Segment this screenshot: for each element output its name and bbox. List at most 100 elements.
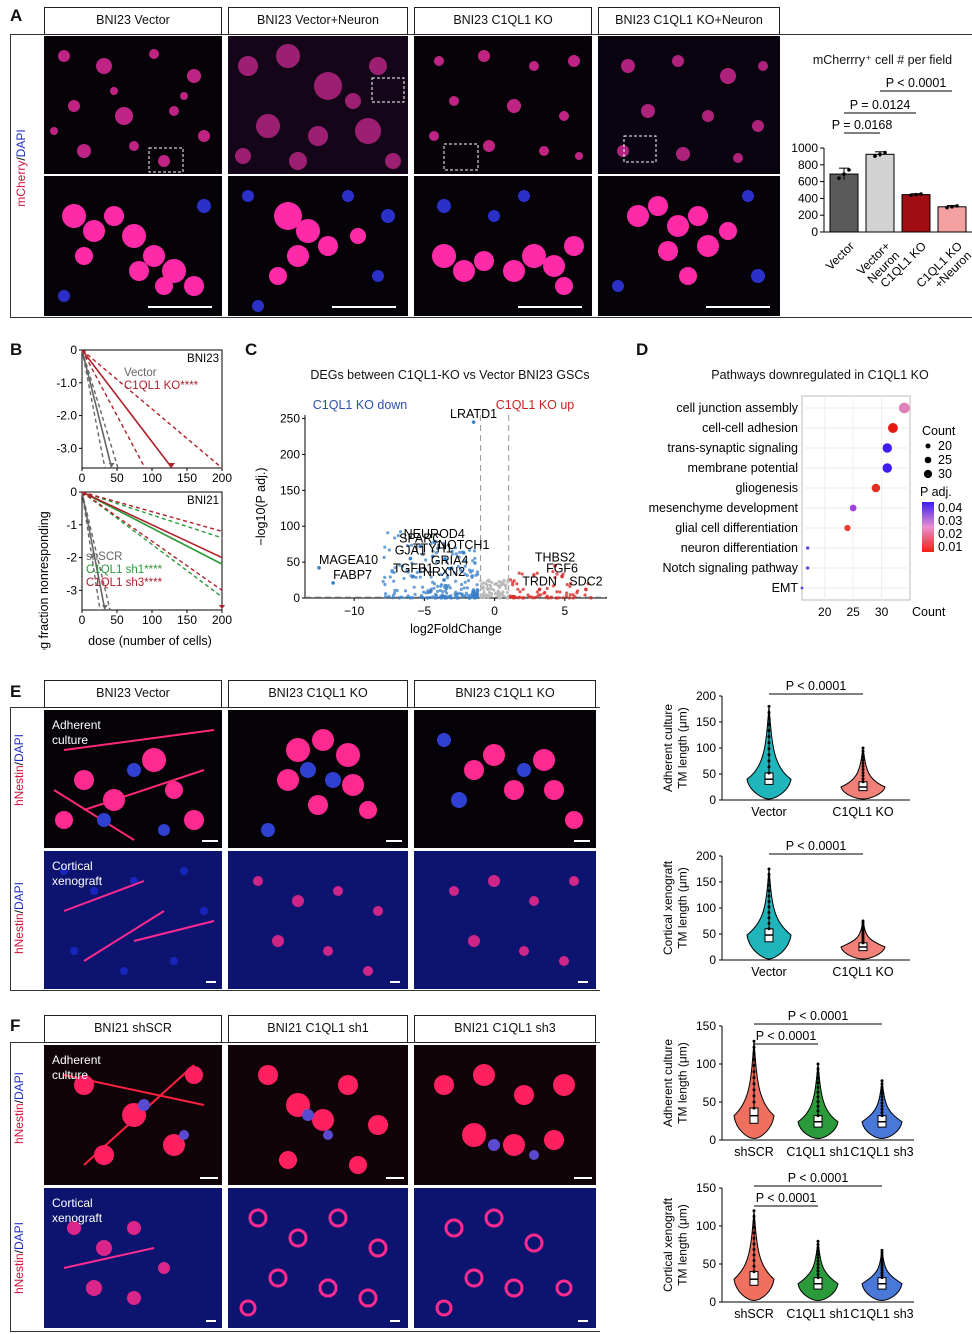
- gene-point: [470, 575, 474, 579]
- y-tick-label: 50: [703, 767, 717, 781]
- x-axis-label: Count: [912, 605, 946, 619]
- gene-point: [560, 574, 564, 579]
- ci-line: [81, 349, 106, 469]
- gene-point: [449, 594, 453, 598]
- gene-point: [468, 596, 472, 600]
- gene-point: [456, 595, 460, 600]
- gene-point: [470, 569, 475, 573]
- outlier-point: [767, 717, 771, 721]
- micro-e-1: Adherent culture: [44, 710, 222, 848]
- x-tick-label: 20: [818, 605, 832, 619]
- gene-point: [428, 595, 432, 600]
- stain-label-f2: hNestin/DAPI: [12, 1221, 26, 1295]
- color-bar-label: 0.03: [938, 514, 962, 528]
- down-label: C1QL1 KO down: [313, 398, 408, 412]
- legend-label: 30: [938, 467, 952, 481]
- pathway-dot: [800, 586, 804, 590]
- gene-point: [554, 596, 558, 600]
- scale-bar: [706, 306, 770, 308]
- gene-point: [456, 564, 461, 569]
- gene-point: [410, 561, 414, 565]
- gene-point: [457, 591, 462, 595]
- gene-point: [406, 594, 410, 598]
- outlier-point: [816, 1269, 820, 1273]
- gene-point: [414, 575, 418, 579]
- gene-point: [568, 593, 572, 597]
- ci-line: [81, 349, 146, 469]
- gene-point: [438, 588, 442, 593]
- gene-point: [429, 542, 433, 546]
- y-tick-label: 400: [798, 191, 818, 205]
- outlier-point: [816, 1109, 820, 1113]
- scale-bar: [390, 981, 400, 983]
- x-tick-label: 150: [177, 613, 197, 627]
- gene-point: [553, 563, 557, 568]
- gene-point: [403, 589, 408, 593]
- y-tick-label: 100: [696, 741, 716, 755]
- gene-point: [584, 587, 588, 592]
- gene-point: [490, 580, 494, 584]
- condition-label: BNI23 Vector: [44, 7, 222, 35]
- pathway-label: trans-synaptic signaling: [667, 441, 798, 455]
- gene-point: [408, 596, 412, 600]
- gene-point: [392, 570, 396, 575]
- y-tick-label: -1.0: [56, 376, 77, 390]
- gene-point: [447, 566, 452, 571]
- row-label-xenograft: Cortical xenograft: [52, 859, 103, 888]
- outlier-point: [861, 768, 865, 772]
- outlier-point: [880, 1276, 884, 1280]
- gene-point: [434, 596, 438, 600]
- gene-point: [567, 596, 572, 600]
- gene-point: [462, 594, 466, 599]
- x-tick-label: C1QL1 KO: [832, 965, 893, 979]
- gene-point: [473, 556, 477, 560]
- gene-point: [549, 596, 553, 600]
- gene-point: [455, 592, 459, 597]
- x-tick-label: Vector: [751, 965, 786, 979]
- gene-point: [393, 536, 397, 540]
- legend-dot: [925, 443, 931, 449]
- gene-point: [418, 570, 422, 574]
- outlier-point: [861, 746, 865, 750]
- gene-point: [482, 596, 486, 600]
- outlier-point: [767, 710, 771, 714]
- gene-point: [405, 544, 410, 548]
- gene-point: [518, 595, 522, 599]
- outlier-point: [880, 1273, 884, 1277]
- outlier-point: [752, 1209, 756, 1213]
- outlier-point: [767, 729, 771, 733]
- gene-label: NEUROD4: [404, 527, 465, 541]
- outlier-point: [861, 777, 865, 781]
- legend-dot: [923, 469, 933, 479]
- gene-label: MAGEA10: [319, 553, 378, 567]
- outlier-point: [767, 765, 771, 769]
- gene-point: [466, 593, 471, 598]
- micro-f-5: [228, 1188, 408, 1328]
- outlier-point: [861, 749, 865, 753]
- gene-point: [506, 596, 510, 600]
- outlier-point: [880, 1251, 884, 1255]
- gene-label: NRXN2: [423, 565, 465, 579]
- gene-point: [448, 586, 452, 590]
- volcano-title: DEGs between C1QL1-KO vs Vector BNI23 GS…: [310, 368, 590, 382]
- gene-point: [489, 584, 493, 588]
- ci-line: [81, 491, 223, 539]
- p-value: P < 0.0001: [786, 840, 847, 853]
- gene-point: [431, 554, 435, 559]
- y-tick-label: 0: [709, 953, 716, 967]
- gene-point: [443, 570, 448, 574]
- y-tick-label: 0: [709, 1133, 716, 1147]
- gene-point: [442, 594, 446, 598]
- gene-point: [467, 568, 472, 572]
- gene-point: [429, 575, 433, 579]
- x-tick-label: C1QL1 sh1: [786, 1145, 849, 1159]
- gene-point: [573, 595, 577, 599]
- x-tick-label: C1QL1 KO: [832, 805, 893, 819]
- gene-point: [454, 579, 458, 583]
- y-tick-label: -1: [66, 518, 77, 532]
- outlier-point: [861, 919, 865, 923]
- outlier-point: [880, 1266, 884, 1270]
- outlier-point: [880, 1271, 884, 1275]
- outlier-point: [767, 883, 771, 887]
- data-point: [873, 154, 877, 158]
